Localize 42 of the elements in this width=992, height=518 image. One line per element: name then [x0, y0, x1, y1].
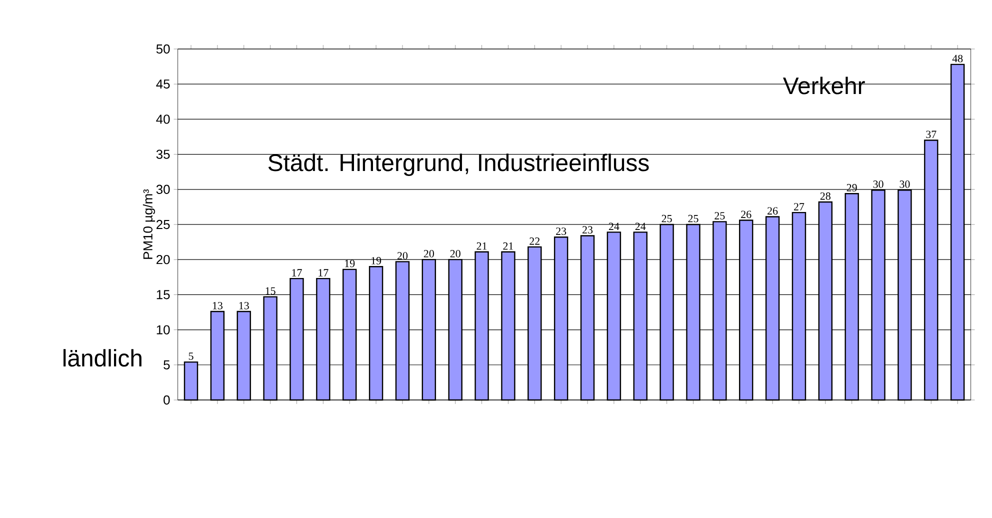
y-tick-label: 0: [164, 395, 170, 405]
data-label: 17: [292, 269, 302, 276]
data-label: 23: [556, 228, 566, 235]
data-label: 20: [450, 250, 460, 258]
data-label: 27: [794, 203, 804, 210]
y-tick-label: 30: [156, 184, 170, 194]
y-tick-label: 45: [156, 80, 170, 89]
data-label: 26: [768, 207, 778, 215]
y-tick-label: 15: [156, 290, 170, 300]
y-tick-label: 5: [164, 360, 170, 370]
y-tick-label: 35: [156, 150, 170, 159]
data-label: 20: [424, 250, 434, 258]
data-label: 21: [476, 242, 487, 250]
data-label: 37: [926, 130, 936, 138]
data-label: 25: [662, 214, 672, 222]
data-label: 30: [900, 180, 910, 188]
data-label: 26: [741, 210, 752, 218]
data-label: 23: [582, 226, 593, 234]
data-label: 24: [635, 222, 646, 230]
data-label: 25: [714, 212, 725, 220]
data-label: 15: [266, 287, 276, 295]
data-label: 5: [188, 352, 194, 360]
text: ländlich: [64, 349, 142, 367]
y-tick-label: 50: [156, 44, 170, 54]
data-label: 48: [952, 54, 963, 62]
data-label: 13: [212, 302, 222, 310]
annotation: Städt. Hintergrund, Industrieeinfluss: [268, 154, 649, 176]
y-tick-label: 10: [156, 325, 170, 334]
y-tick-label: 40: [156, 114, 170, 124]
y-tick-label: 20: [156, 254, 170, 264]
data-label: 17: [318, 269, 328, 276]
data-label: 19: [345, 260, 355, 268]
data-label: 20: [397, 252, 408, 260]
data-label: 28: [820, 192, 830, 200]
data-label: 21: [503, 242, 514, 250]
data-label: 30: [873, 180, 884, 188]
data-label: 24: [608, 222, 620, 230]
y-axis-title: PM10 µg/m³: [142, 189, 156, 259]
data-label: 13: [239, 302, 249, 310]
data-label: 22: [530, 238, 540, 245]
y-tick-label: 25: [156, 220, 170, 230]
data-label: 25: [688, 214, 698, 222]
